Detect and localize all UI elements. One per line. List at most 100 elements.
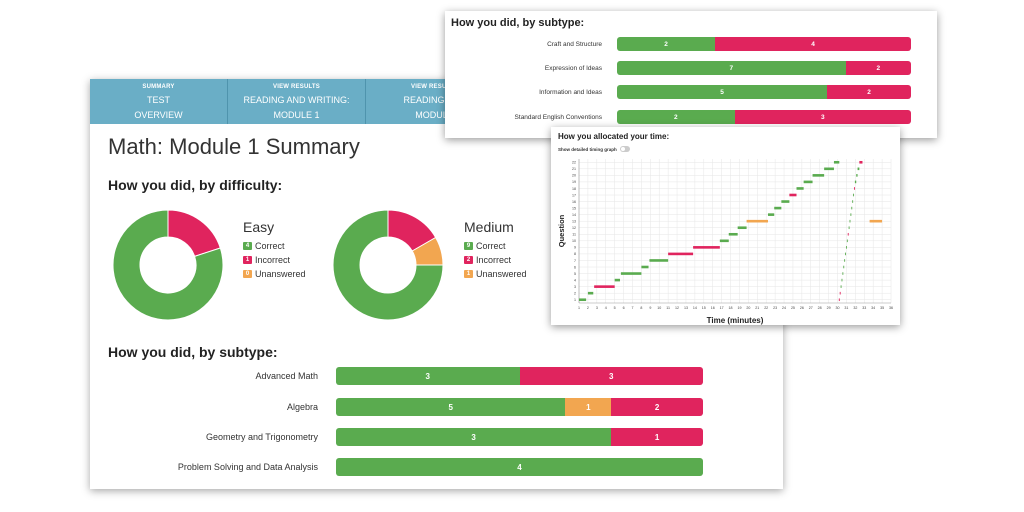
tab-label-line2: MODULE 1 (273, 110, 320, 120)
question-time-segment (719, 239, 729, 243)
correct-segment: 7 (617, 61, 846, 75)
x-tick-label: 29 (827, 306, 831, 310)
correct-segment: 3 (336, 428, 612, 446)
question-time-segment (803, 180, 813, 184)
question-time-segment (812, 174, 825, 177)
y-tick-label: 21 (572, 167, 576, 171)
x-tick-label: 16 (711, 306, 715, 310)
subtype-label: Problem Solving and Data Analysis (177, 462, 318, 472)
incorrect-segment: 3 (519, 367, 703, 385)
incorrect-segment: 1 (611, 428, 703, 446)
question-time-segment (693, 246, 720, 249)
correct-segment: 2 (617, 110, 735, 124)
y-tick-label: 12 (572, 226, 576, 230)
y-tick-label: 19 (572, 180, 576, 184)
subtype-bar: 4 (336, 458, 703, 476)
question-time-segment (853, 193, 855, 197)
y-tick-label: 22 (572, 161, 576, 165)
question-time-segment (587, 291, 594, 295)
question-time-segment (869, 219, 883, 223)
detailed-timing-toggle[interactable] (619, 146, 630, 152)
difficulty-heading: How you did, by difficulty: (108, 177, 283, 193)
time-heading: How you allocated your time: (558, 132, 670, 141)
question-time-segment (844, 259, 846, 262)
question-time-segment (767, 213, 775, 216)
question-time-segment (746, 219, 768, 223)
x-tick-label: 12 (675, 306, 679, 310)
y-tick-label: 7 (574, 259, 576, 263)
x-tick-label: 3 (596, 306, 598, 310)
x-tick-label: 22 (764, 306, 768, 310)
question-time-segment (614, 278, 621, 282)
x-tick-label: 1 (578, 306, 580, 310)
y-tick-label: 5 (574, 272, 576, 276)
question-time-segment (833, 160, 840, 164)
chart-grid (578, 159, 892, 303)
legend-label: Incorrect (476, 255, 512, 265)
tab-reading-writing-module-1[interactable]: VIEW RESULTS READING AND WRITING: MODULE… (228, 79, 366, 124)
x-tick-label: 36 (889, 306, 893, 310)
x-tick-label: 10 (657, 306, 661, 310)
time-allocation-chart: 1 2 3 4 5 6 7 8 9 10 11 12 13 14 15 16 17 18 19 20 21 22 23 24 2… (557, 159, 893, 325)
tab-label-line1: READING AND (403, 95, 466, 105)
question-time-segment (774, 206, 782, 210)
y-tick-label: 2 (574, 291, 576, 295)
medium-legend: 9 Correct 2 Incorrect 1 Unanswered (464, 239, 527, 281)
y-tick-label: 11 (572, 233, 576, 237)
question-time-segment (737, 226, 747, 230)
question-time-segment (620, 272, 642, 275)
x-tick-label: 9 (649, 306, 651, 310)
rw-subtype-row: Craft and Structure 2 4 (445, 37, 911, 51)
question-time-segment (843, 265, 845, 269)
tab-small-label: SUMMARY (142, 84, 175, 90)
x-tick-label: 30 (836, 306, 840, 310)
question-time-segment (668, 252, 694, 256)
question-time-segment (841, 278, 843, 282)
tab-small-label: VIEW RESULTS (273, 84, 320, 90)
question-time-segment (847, 232, 849, 236)
rw-subtype-label: Expression of Ideas (544, 64, 602, 72)
time-allocation-card: How you allocated your time: Show detail… (551, 127, 900, 325)
x-tick-label: 14 (693, 306, 697, 310)
x-tick-label: 4 (605, 306, 607, 310)
tab-test-overview[interactable]: SUMMARY TEST OVERVIEW (90, 79, 228, 124)
medium-label: Medium (464, 219, 514, 235)
y-tick-label: 8 (574, 252, 576, 256)
x-tick-label: 35 (880, 306, 884, 310)
subtype-row: Geometry and Trigonometry 3 1 (90, 428, 703, 446)
toggle-label: Show detailed timing graph (558, 146, 617, 152)
x-tick-label: 21 (755, 306, 759, 310)
easy-donut-chart (112, 209, 224, 321)
x-tick-label: 6 (623, 306, 625, 310)
legend-unanswered: 1 Unanswered (464, 267, 527, 281)
medium-donut-segments (332, 209, 444, 321)
y-tick-label: 13 (572, 219, 576, 223)
legend-label: Correct (476, 241, 506, 251)
legend-label: Unanswered (476, 269, 527, 279)
question-time-segment (781, 200, 790, 203)
legend-label: Unanswered (255, 269, 306, 279)
question-time-segment (850, 213, 852, 216)
x-tick-label: 28 (818, 306, 822, 310)
legend-incorrect: 2 Incorrect (464, 253, 527, 267)
incorrect-segment: 2 (845, 61, 911, 75)
y-tick-label: 3 (574, 285, 576, 289)
legend-incorrect: 1 Incorrect (243, 253, 306, 267)
rw-subtype-label: Information and Ideas (539, 88, 602, 96)
question-time-segment (789, 193, 797, 197)
x-tick-label: 26 (800, 306, 804, 310)
question-time-segment (859, 160, 863, 164)
question-time-segment (579, 298, 587, 302)
question-time-segment (842, 272, 844, 275)
tab-label-line1: TEST (146, 95, 170, 105)
question-time-segment (840, 285, 842, 288)
correct-segment: 3 (336, 367, 520, 385)
question-time-segment (848, 226, 850, 230)
x-tick-label: 23 (773, 306, 777, 310)
question-time-segment (824, 167, 834, 171)
incorrect-segment: 4 (715, 37, 911, 51)
question-time-segment (846, 239, 848, 243)
